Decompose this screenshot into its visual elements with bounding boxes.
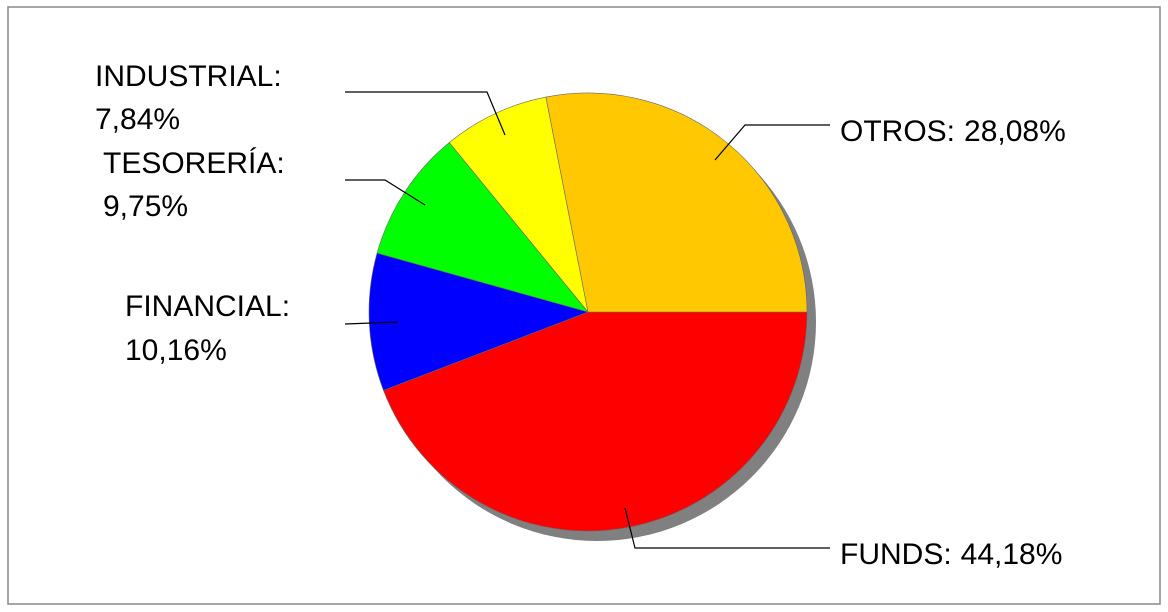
category-label: TESORERÍA: (103, 147, 285, 180)
slice-label: FUNDS: 44,18% (840, 538, 1062, 571)
leader-line (624, 507, 830, 549)
pie-slice (448, 96, 589, 313)
slice-label: OTROS: 28,08% (840, 115, 1066, 148)
leader-line (714, 124, 830, 161)
pie-slice (383, 311, 808, 532)
category-label: FINANCIAL: (125, 290, 290, 323)
value-label: 10,16% (125, 334, 227, 367)
category-label: FUNDS: (840, 538, 952, 571)
category-label: INDUSTRIAL: (95, 60, 282, 93)
leader-line (345, 179, 426, 206)
pie-slice (368, 252, 589, 391)
category-label: OTROS: (840, 115, 955, 148)
value-label: 9,75% (103, 190, 188, 223)
leader-line (344, 321, 399, 325)
value-label: 44,18% (961, 538, 1063, 571)
value-label: 7,84% (95, 103, 180, 136)
leader-line (345, 91, 506, 136)
value-label: 28,08% (964, 115, 1066, 148)
pie-slice (545, 92, 808, 313)
